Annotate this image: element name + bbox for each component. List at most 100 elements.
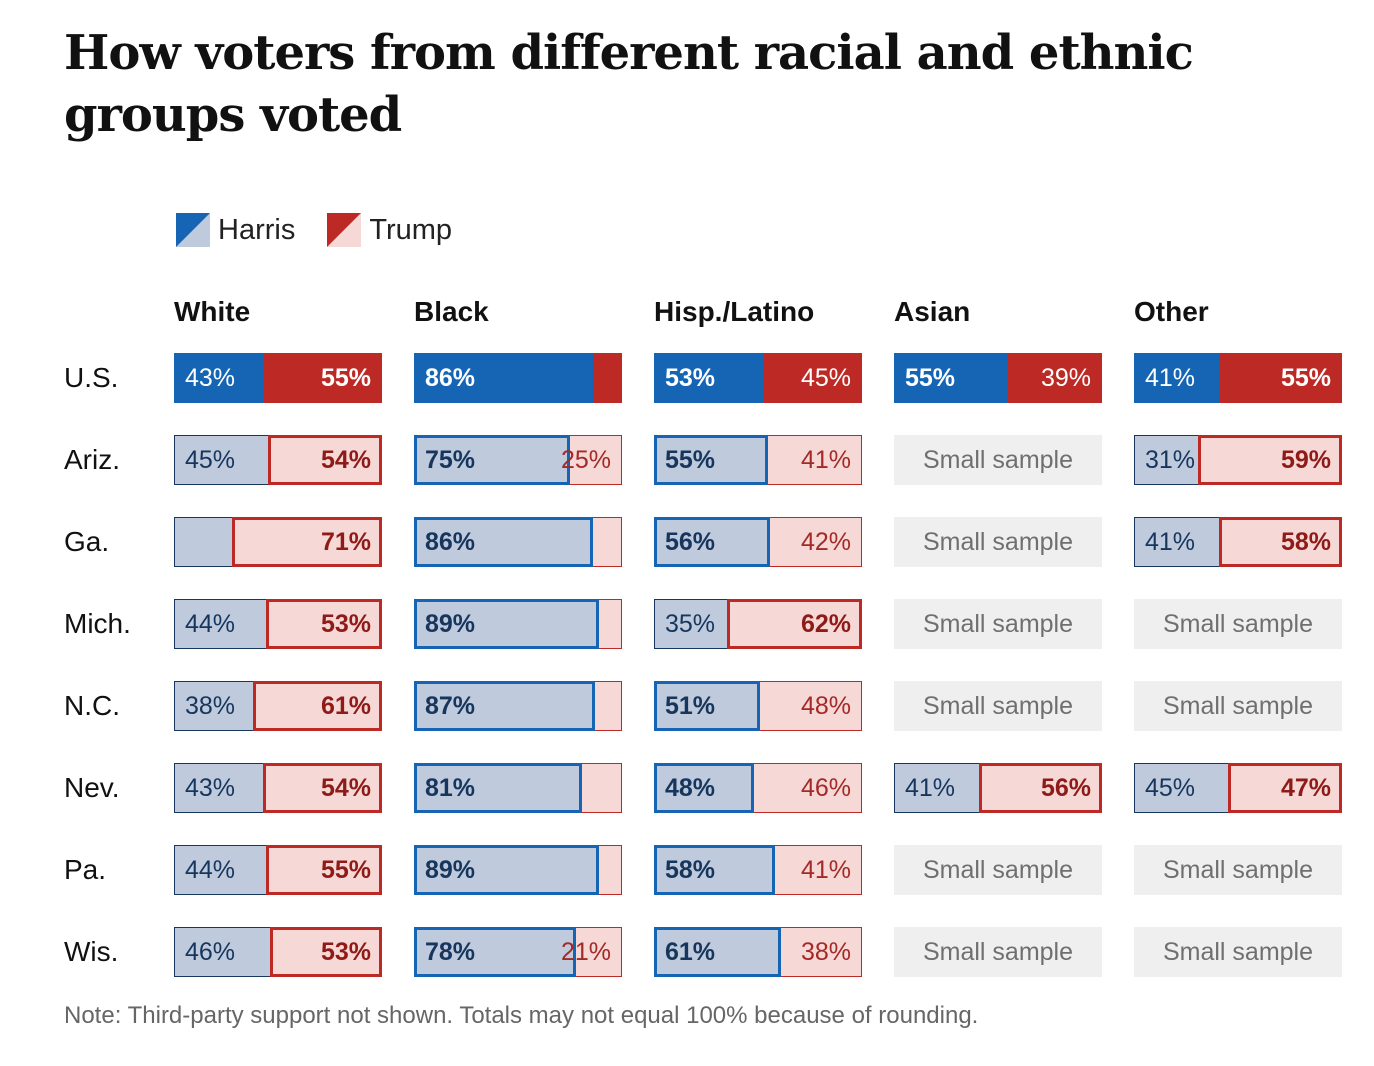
row-label-u-s: U.S. — [64, 362, 119, 393]
harris-value-label: 58% — [665, 856, 716, 884]
trump-value-label: 56% — [1040, 774, 1091, 802]
harris-bar — [414, 845, 599, 895]
trump-bar — [1198, 435, 1342, 485]
harris-bar — [174, 763, 263, 813]
trump-value-label: 47% — [1280, 774, 1331, 802]
harris-bar — [654, 681, 760, 731]
harris-value-label: 61% — [665, 938, 716, 966]
bar-cell-wis-hisp-latino: 61% 38% — [654, 927, 862, 977]
row-label-mich: Mich. — [64, 608, 131, 639]
harris-value-label: 89% — [425, 856, 476, 884]
harris-bar — [174, 845, 266, 895]
trump-value-label: 38% — [800, 938, 851, 966]
bar-cell-nev-hisp-latino: 48% 46% — [654, 763, 862, 813]
trump-value-label: 45% — [800, 364, 851, 392]
trump-value-label: 48% — [800, 692, 851, 720]
bar-cell-u-s-black: 86% — [414, 353, 622, 403]
chart-note: Note: Third-party support not shown. Tot… — [64, 1002, 979, 1029]
trump-bar — [263, 763, 382, 813]
legend-item-harris: Harris — [176, 213, 295, 247]
harris-value-label: 38% — [185, 692, 236, 720]
harris-bar — [414, 927, 576, 977]
trump-value-label: 61% — [320, 692, 371, 720]
harris-value-label: 35% — [665, 610, 716, 638]
bar-cell-mich-hisp-latino: 35% 62% — [654, 599, 862, 649]
bar-cell-wis-white: 46% 53% — [174, 927, 382, 977]
harris-bar — [654, 763, 754, 813]
harris-bar — [414, 763, 582, 813]
trump-bar — [253, 681, 382, 731]
harris-bar — [654, 599, 727, 649]
trump-value-label: 71% — [320, 528, 371, 556]
harris-value-label: 43% — [185, 364, 236, 392]
column-header-asian: Asian — [894, 296, 971, 327]
trump-bar — [268, 435, 382, 485]
row-label-nev: Nev. — [64, 772, 120, 803]
harris-bar — [894, 763, 979, 813]
harris-value-label: 44% — [185, 610, 236, 638]
small-sample-label: Small sample — [1134, 599, 1342, 649]
trump-value-label: 41% — [800, 856, 851, 884]
harris-value-label: 55% — [665, 446, 716, 474]
trump-value-label: 62% — [800, 610, 851, 638]
bar-cell-pa-black: 89% — [414, 845, 622, 895]
trump-value-label: 53% — [320, 610, 371, 638]
bar-cell-wis-other: Small sample — [1134, 927, 1342, 977]
trump-bar — [266, 845, 382, 895]
bar-cell-ga-other: 41% 58% — [1134, 517, 1342, 567]
harris-bar — [414, 681, 595, 731]
trump-value-label: 54% — [320, 446, 371, 474]
harris-value-label: 53% — [665, 364, 716, 392]
trump-value-label: 46% — [800, 774, 851, 802]
harris-bar — [414, 435, 570, 485]
bar-cell-nev-asian: 41% 56% — [894, 763, 1102, 813]
harris-value-label: 46% — [185, 938, 236, 966]
harris-bar — [174, 435, 268, 485]
bar-cell-ga-hisp-latino: 56% 42% — [654, 517, 862, 567]
harris-value-label: 78% — [425, 938, 476, 966]
trump-bar — [775, 845, 862, 895]
harris-bar — [174, 599, 266, 649]
harris-value-label: 41% — [1145, 364, 1196, 392]
harris-value-label: 89% — [425, 610, 476, 638]
harris-bar — [174, 681, 253, 731]
harris-bar — [414, 353, 593, 403]
row-label-pa: Pa. — [64, 854, 107, 885]
bar-cell-n-c-hisp-latino: 51% 48% — [654, 681, 862, 731]
bar-cell-wis-black: 78% 21% — [414, 927, 622, 977]
bar-cell-ga-asian: Small sample — [894, 517, 1102, 567]
harris-bar — [654, 353, 764, 403]
bar-cell-nev-black: 81% — [414, 763, 622, 813]
row-label-n-c: N.C. — [64, 690, 120, 721]
trump-value-label: 58% — [1280, 528, 1331, 556]
bar-cell-ariz-white: 45% 54% — [174, 435, 382, 485]
trump-value-label: 55% — [320, 364, 371, 392]
harris-bar — [174, 353, 263, 403]
trump-bar — [1008, 353, 1102, 403]
harris-bar — [654, 435, 768, 485]
small-sample-label: Small sample — [894, 435, 1102, 485]
small-sample-label: Small sample — [1134, 927, 1342, 977]
harris-value-label: 51% — [665, 692, 716, 720]
bar-cell-pa-asian: Small sample — [894, 845, 1102, 895]
bar-cell-mich-asian: Small sample — [894, 599, 1102, 649]
harris-bar — [174, 927, 270, 977]
small-sample-label: Small sample — [1134, 681, 1342, 731]
trump-bar — [727, 599, 862, 649]
bar-cell-ariz-other: 31% 59% — [1134, 435, 1342, 485]
legend-item-trump: Trump — [327, 213, 452, 247]
trump-bar — [781, 927, 862, 977]
legend-label-trump: Trump — [369, 213, 453, 246]
trump-bar — [595, 681, 622, 731]
legend: Harris Trump — [176, 212, 484, 248]
harris-bar — [654, 845, 775, 895]
bar-cell-ga-white: 71% — [174, 517, 382, 567]
harris-value-label: 81% — [425, 774, 476, 802]
trump-bar — [768, 435, 862, 485]
bar-cell-ga-black: 86% — [414, 517, 622, 567]
small-sample-label: Small sample — [894, 845, 1102, 895]
trump-bar — [754, 763, 862, 813]
bar-cell-wis-asian: Small sample — [894, 927, 1102, 977]
harris-bar — [174, 517, 232, 567]
trump-value-label: 25% — [560, 446, 611, 474]
